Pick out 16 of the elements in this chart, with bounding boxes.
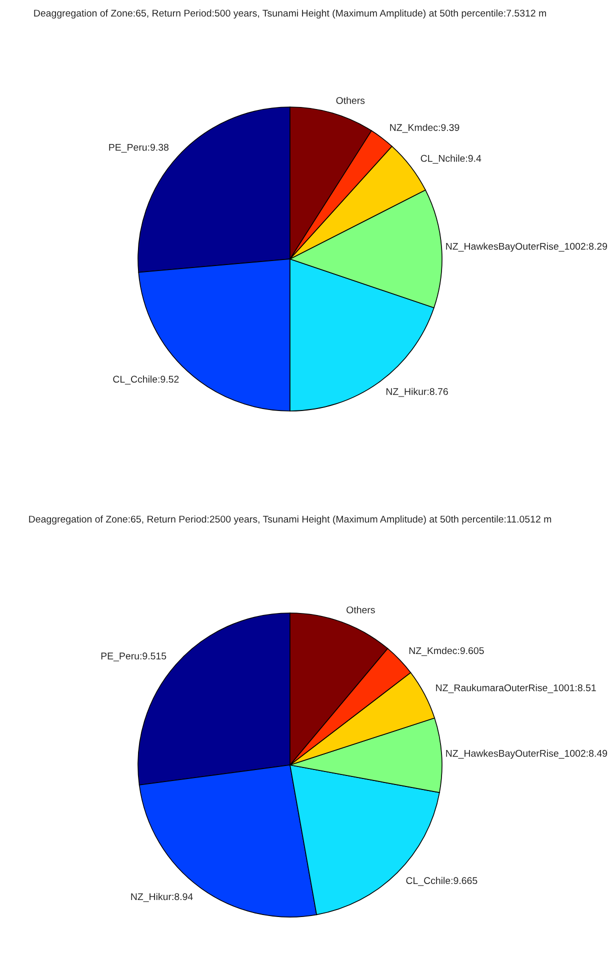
chart-title: Deaggregation of Zone:65, Return Period:500 years, Tsunami Height (Maximum Amplitude) at 50th percentile:7.5312 m [34,9,546,19]
slice-label: PE_Peru:9.515 [101,652,166,662]
slice-label: NZ_Hikur:8.94 [131,892,193,902]
slice-label: CL_Cchile:9.52 [113,376,179,385]
slice-label: PE_Peru:9.38 [109,144,169,153]
slice-label: NZ_RaukumaraOuterRise_1001:8.51 [436,684,596,694]
slice-label: NZ_HawkesBayOuterRise_1002:8.29 [446,242,608,252]
slice-label: CL_Cchile:9.665 [406,876,478,886]
slice-label: Others [336,96,365,104]
slice-label: NZ_Kmdec:9.605 [409,646,484,656]
slice-label: CL_Nchile:9.4 [420,154,482,164]
slice-label: NZ_Hikur:8.76 [386,388,448,397]
slice-label: Others [346,606,375,614]
chart-title: Deaggregation of Zone:65, Return Period:2500 years, Tsunami Height (Maximum Amplitude) at 50th percentile:11.0512 m [29,515,552,525]
slice-label: NZ_HawkesBayOuterRise_1002:8.49 [446,750,608,759]
slice-label: NZ_Kmdec:9.39 [390,124,460,133]
